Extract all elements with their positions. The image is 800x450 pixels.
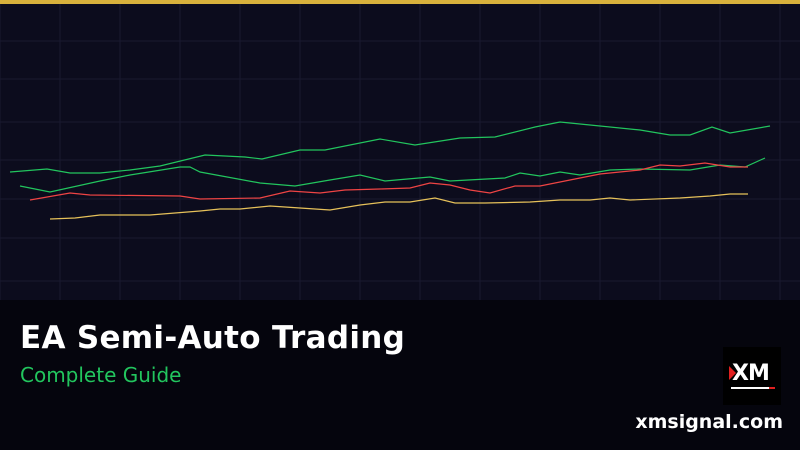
website-url[interactable]: xmsignal.com — [635, 411, 783, 433]
chart-line-3 — [29, 162, 748, 201]
page-subtitle: Complete Guide — [20, 363, 182, 387]
caption-band — [0, 300, 800, 450]
logo-underline — [731, 387, 769, 389]
logo-triangle-icon — [729, 366, 736, 380]
background-chart — [0, 4, 800, 300]
logo-text: XM — [732, 361, 770, 386]
chart-line-4 — [49, 193, 748, 220]
xm-logo-icon: XM — [723, 347, 781, 405]
accent-bar — [0, 0, 800, 4]
logo-underline-red — [769, 387, 775, 389]
page-title: EA Semi-Auto Trading — [20, 320, 406, 356]
chart-line-1 — [9, 121, 771, 174]
chart-line-2 — [19, 157, 766, 193]
